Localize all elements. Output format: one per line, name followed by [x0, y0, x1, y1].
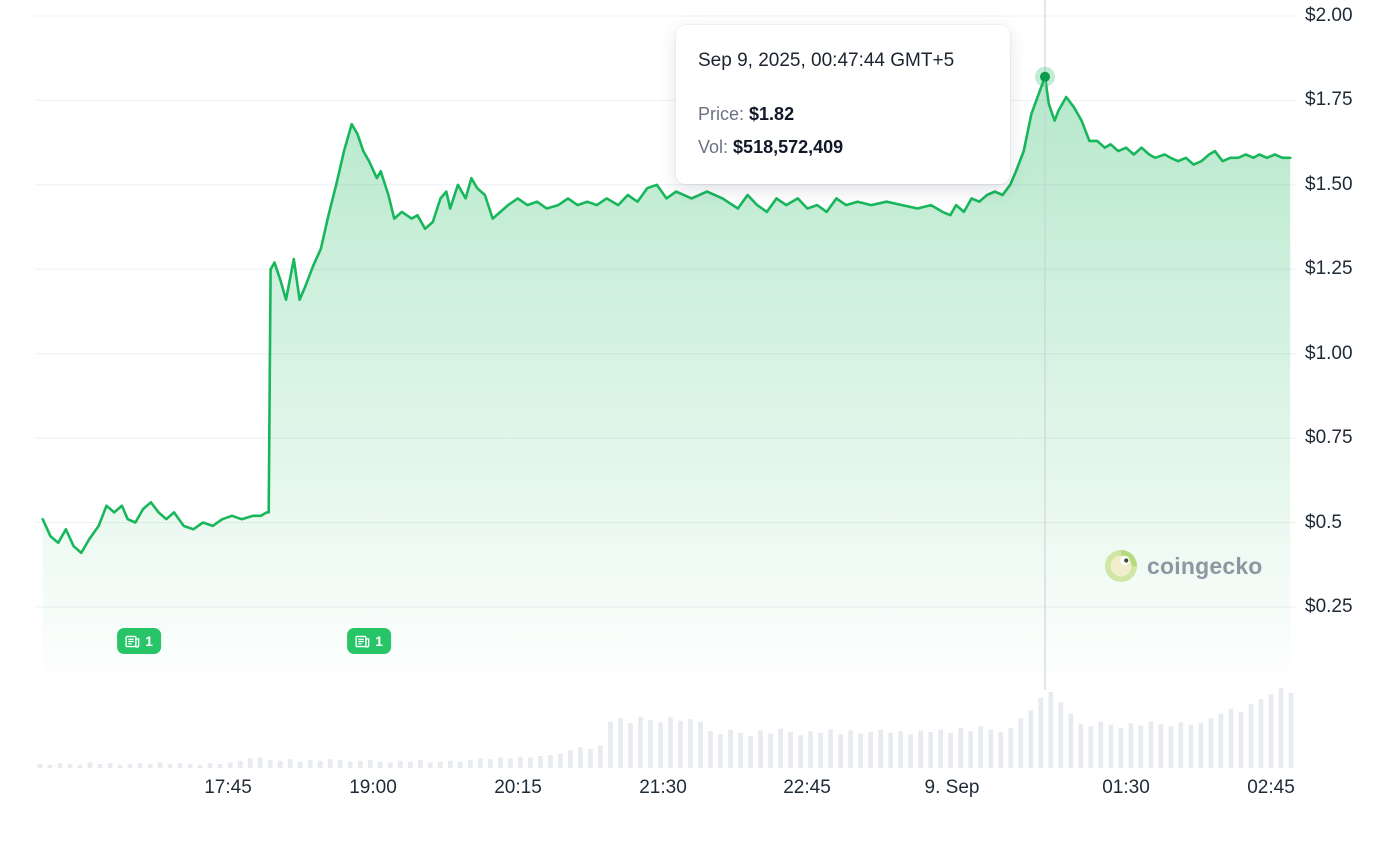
y-axis-label: $0.5	[1305, 512, 1342, 533]
y-axis-label: $0.25	[1305, 596, 1353, 617]
news-count: 1	[375, 633, 383, 649]
tooltip-price-row: Price: $1.82	[698, 98, 988, 131]
x-axis-label: 17:45	[204, 777, 252, 798]
volume-bar	[37, 764, 43, 768]
news-annotation-badge[interactable]: 1	[347, 628, 391, 654]
crosshair-marker	[1040, 71, 1050, 82]
coingecko-watermark: coingecko	[1104, 549, 1263, 583]
y-axis-label: $1.50	[1305, 174, 1353, 195]
chart-plot-area[interactable]	[35, 0, 1296, 771]
news-annotation-badge[interactable]: 1	[117, 628, 161, 654]
y-axis-label: $1.25	[1305, 258, 1353, 279]
news-count: 1	[145, 633, 153, 649]
y-axis-label: $1.75	[1305, 89, 1353, 110]
newspaper-icon	[355, 635, 370, 648]
x-axis-label: 19:00	[349, 777, 397, 798]
price-line	[41, 75, 1292, 555]
y-axis-label: $1.00	[1305, 343, 1353, 364]
tooltip-price-value: $1.82	[749, 104, 795, 124]
tooltip-vol-label: Vol:	[698, 137, 729, 157]
chart-svg	[35, 0, 1296, 771]
tooltip-vol-row: Vol: $518,572,409	[698, 131, 988, 164]
x-axis-label: 22:45	[783, 777, 831, 798]
newspaper-icon	[125, 635, 140, 648]
chart-tooltip: Sep 9, 2025, 00:47:44 GMT+5 Price: $1.82…	[676, 25, 1010, 184]
x-axis-label: 20:15	[494, 777, 542, 798]
tooltip-timestamp: Sep 9, 2025, 00:47:44 GMT+5	[698, 50, 955, 71]
y-axis-label: $2.00	[1305, 5, 1353, 26]
x-axis-label: 01:30	[1102, 777, 1150, 798]
y-axis-label: $0.75	[1305, 427, 1353, 448]
x-axis-label: 21:30	[639, 777, 687, 798]
volume-bar	[1288, 692, 1294, 768]
coingecko-logo-icon	[1105, 550, 1137, 582]
x-axis-label: 02:45	[1247, 777, 1295, 798]
coingecko-logo-text: coingecko	[1147, 552, 1263, 579]
price-area	[42, 76, 1291, 771]
x-axis-label: 9. Sep	[924, 777, 980, 798]
tooltip-price-label: Price:	[698, 104, 745, 124]
tooltip-vol-value: $518,572,409	[733, 137, 844, 157]
